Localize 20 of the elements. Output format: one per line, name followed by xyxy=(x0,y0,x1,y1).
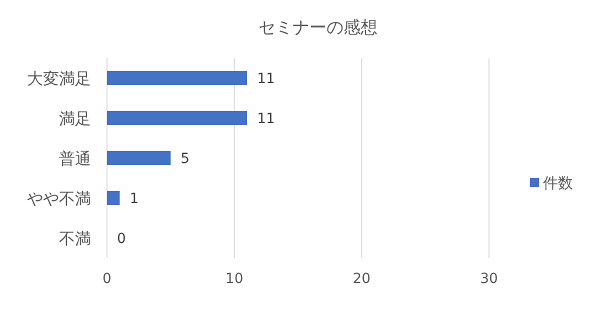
data-label: 11 xyxy=(257,71,275,87)
chart-title: セミナーの感想 xyxy=(258,18,378,38)
x-tick-label: 10 xyxy=(225,271,244,287)
bar xyxy=(107,151,171,165)
x-tick-label: 0 xyxy=(102,271,112,287)
x-tick-label: 20 xyxy=(352,271,371,287)
bar xyxy=(107,111,248,125)
data-label: 1 xyxy=(130,191,139,207)
y-tick-label: 満足 xyxy=(59,109,91,128)
data-label: 11 xyxy=(257,111,275,127)
y-tick-label: 大変満足 xyxy=(27,69,91,88)
legend-label: 件数 xyxy=(543,174,573,192)
y-tick-label: 普通 xyxy=(59,149,91,168)
bar xyxy=(107,71,248,85)
x-tick-label: 30 xyxy=(480,271,498,287)
y-tick-label: やや不満 xyxy=(27,189,91,208)
data-label: 5 xyxy=(180,151,190,167)
y-tick-label: 不満 xyxy=(59,229,91,248)
bar xyxy=(107,191,120,205)
data-label: 0 xyxy=(117,231,126,247)
